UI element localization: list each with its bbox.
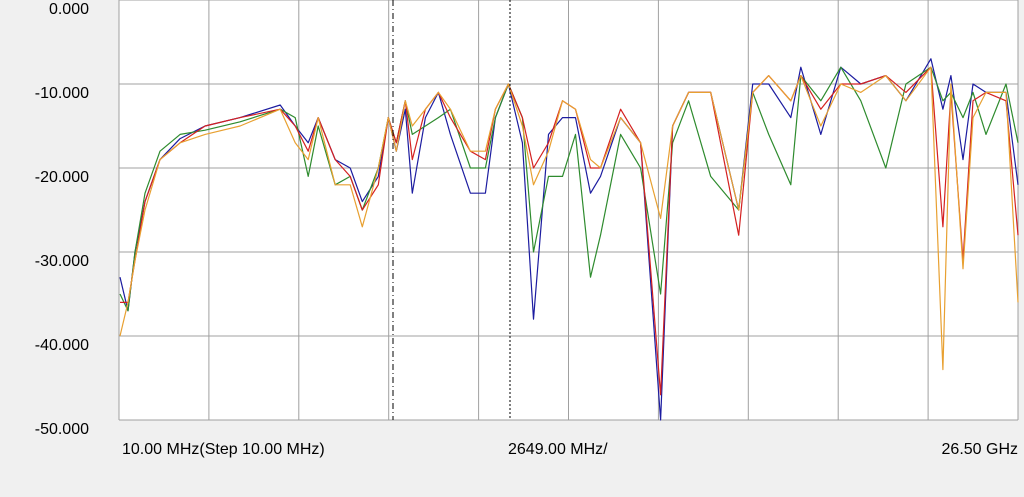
- trace: [119, 66, 1019, 371]
- traces: [119, 58, 1019, 421]
- y-tick-label: -20.000: [35, 169, 89, 186]
- trace: [119, 66, 1019, 312]
- x-step-label: 2649.00 MHz/: [508, 441, 608, 458]
- y-tick-label: -40.000: [35, 337, 89, 354]
- y-tick-label: -30.000: [35, 253, 89, 270]
- trace: [120, 66, 1019, 396]
- x-start-label: 10.00 MHz(Step 10.00 MHz): [122, 441, 325, 458]
- y-tick-label: -50.000: [35, 421, 89, 438]
- y-tick-label: -10.000: [35, 85, 89, 102]
- x-end-label: 26.50 GHz: [942, 441, 1018, 458]
- y-tick-label: 0.000: [49, 1, 89, 18]
